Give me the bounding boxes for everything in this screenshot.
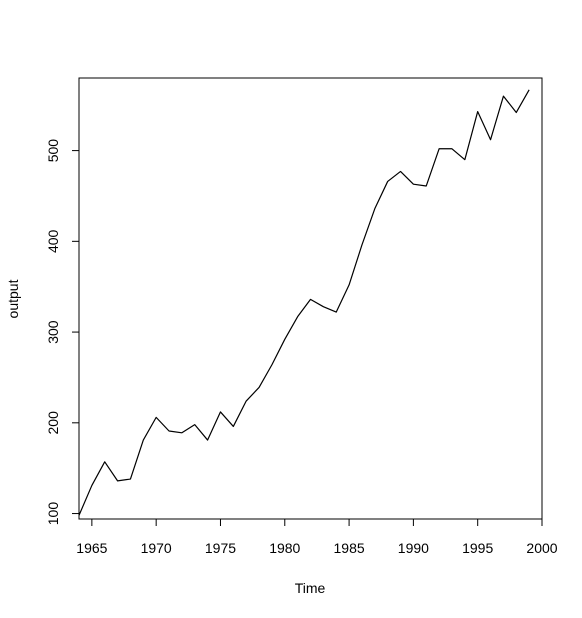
x-tick-label: 1965	[76, 540, 107, 556]
y-tick-label: 500	[45, 139, 61, 163]
x-tick-label: 1995	[462, 540, 493, 556]
x-tick-label: 1990	[398, 540, 429, 556]
plot-frame	[78, 77, 543, 520]
x-tick-label: 1985	[334, 540, 365, 556]
series-line	[78, 89, 530, 516]
x-tick-label: 1970	[141, 540, 172, 556]
x-tick-label: 2000	[526, 540, 557, 556]
x-axis: 1965 1970 1975 1980 1985 1990 1995 2000	[76, 519, 558, 556]
y-tick-label: 100	[45, 502, 61, 526]
series-points	[78, 89, 530, 517]
y-axis: 100 200 300 400 500	[45, 139, 79, 526]
y-tick-label: 200	[45, 411, 61, 435]
x-axis-title: Time	[295, 580, 326, 596]
y-tick-label: 400	[45, 229, 61, 253]
x-tick-label: 1975	[205, 540, 236, 556]
y-axis-title: output	[5, 279, 21, 318]
y-tick-label: 300	[45, 320, 61, 344]
x-tick-label: 1980	[269, 540, 300, 556]
